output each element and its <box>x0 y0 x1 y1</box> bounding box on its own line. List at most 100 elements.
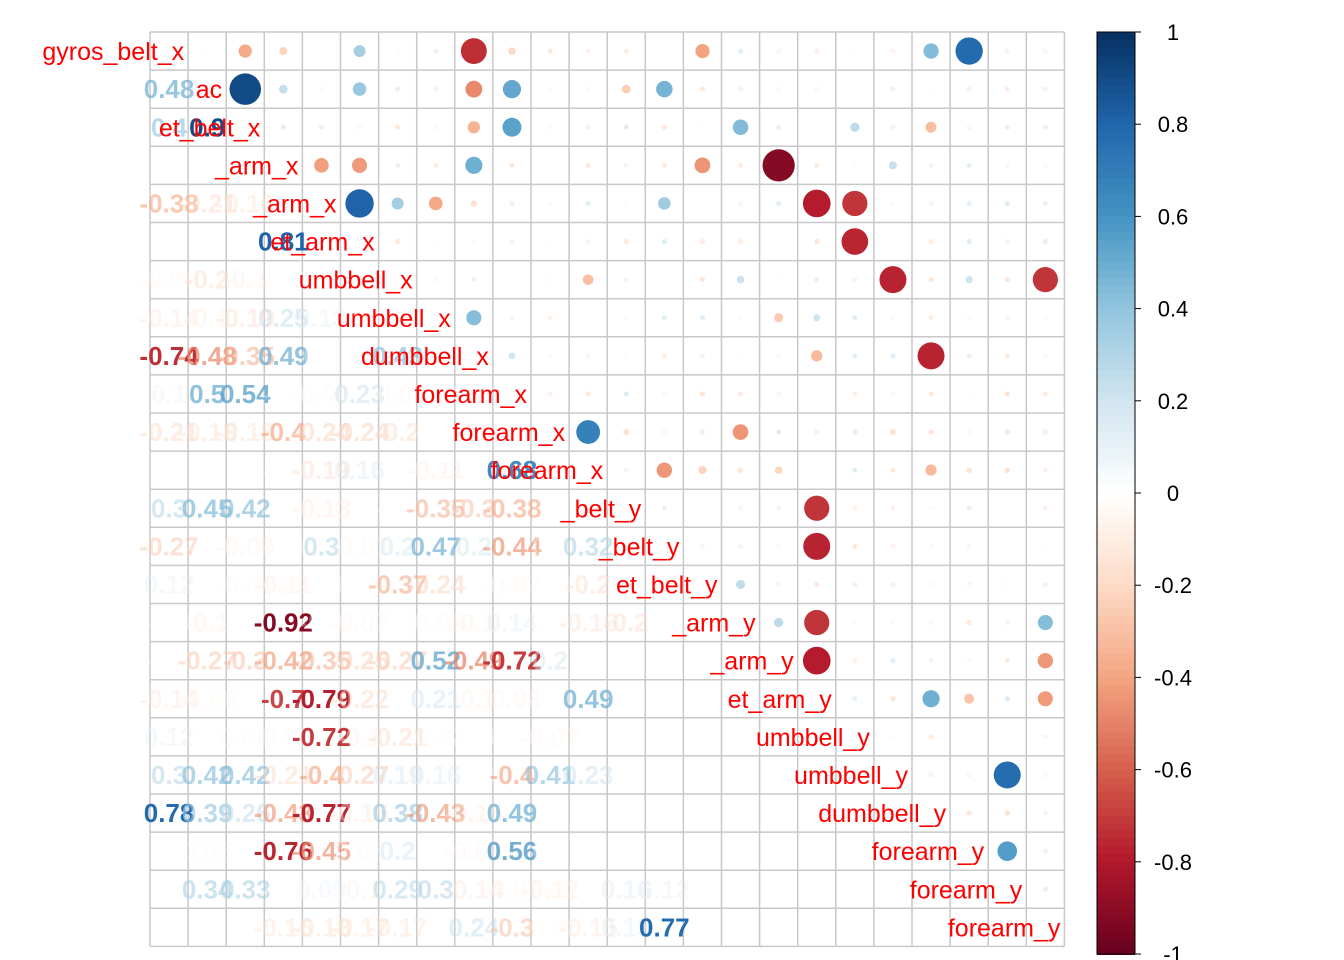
correlation-circle <box>966 86 972 92</box>
colorbar-segment <box>1097 393 1135 402</box>
correlation-circle <box>508 352 516 360</box>
row-label: forearm_x <box>491 457 604 485</box>
correlation-circle <box>1037 615 1053 631</box>
correlation-circle <box>814 239 820 245</box>
colorbar-segment <box>1097 516 1135 525</box>
colorbar-segment <box>1097 792 1135 802</box>
coefficient-label: -0.21 <box>178 188 237 218</box>
row-label: _arm_y <box>671 610 756 638</box>
coefficient-label: 0.26 <box>220 798 271 828</box>
correlation-circle <box>699 239 705 245</box>
colorbar-segment <box>1097 731 1135 740</box>
correlation-circle <box>661 353 667 359</box>
correlation-circle <box>1042 391 1048 397</box>
correlation-circle <box>1004 162 1010 168</box>
correlation-circle <box>814 391 820 397</box>
correlation-circle <box>428 196 443 211</box>
colorbar-segment <box>1097 439 1135 448</box>
colorbar-segment <box>1097 900 1135 909</box>
coefficient-label: 0.78 <box>144 798 195 828</box>
correlation-circle <box>890 48 896 54</box>
coefficient-label: -0.0 <box>261 493 306 523</box>
correlation-circle <box>1004 734 1010 740</box>
coefficient-label: 0.45 <box>182 493 233 523</box>
correlation-circle <box>623 315 629 321</box>
correlation-circle <box>582 274 594 285</box>
correlation-circle <box>966 734 972 740</box>
correlation-circle <box>732 424 749 440</box>
coefficient-label: -0.0 <box>261 265 306 295</box>
row-label: _arm_x <box>214 152 299 180</box>
correlation-circle <box>928 429 934 435</box>
colorbar-segment <box>1097 170 1135 179</box>
correlation-circle <box>1042 581 1048 587</box>
colorbar-tick-label: -0.4 <box>1154 665 1192 690</box>
coefficient-label: -0.0 <box>451 760 496 790</box>
colorbar-tick-label: 0.4 <box>1158 297 1189 322</box>
correlation-circle <box>852 543 858 549</box>
coefficient-label: -0.24 <box>406 569 466 599</box>
correlation-circle <box>699 391 705 397</box>
colorbar-segment <box>1097 385 1135 395</box>
correlation-circle <box>1004 658 1010 664</box>
coefficient-label: 0.3 <box>151 493 187 523</box>
correlation-circle <box>433 48 439 54</box>
coefficient-label: -0.22 <box>330 684 389 714</box>
colorbar-segment <box>1097 254 1135 264</box>
colorbar-tick-label: 0 <box>1167 481 1179 506</box>
coefficient-label: -0.17 <box>330 912 389 942</box>
correlation-circle <box>547 239 553 245</box>
coefficient-label: 0.48 <box>144 74 195 104</box>
colorbar-tick-label: 0.2 <box>1158 389 1189 414</box>
correlation-circle <box>395 86 401 92</box>
colorbar-segment <box>1097 723 1135 733</box>
colorbar-segment <box>1097 638 1135 648</box>
correlation-circle <box>928 658 934 664</box>
correlation-circle <box>804 609 830 636</box>
correlation-circle <box>814 162 820 168</box>
correlation-circle <box>928 620 934 626</box>
coefficient-label: 0.19 <box>372 760 423 790</box>
coefficient-label: 0.14 <box>487 608 538 638</box>
coefficient-label: -0.0 <box>299 569 344 599</box>
coefficient-labels: 0.480.4 0.90.0 0.0 0.0-0.38-0.21-0.160.0 0.0… <box>139 74 689 942</box>
correlation-circle <box>1004 543 1010 549</box>
colorbar-segment <box>1097 70 1135 80</box>
coefficient-label: 0.49 <box>487 798 538 828</box>
colorbar-segment <box>1097 408 1135 418</box>
coefficient-label: -0.1 <box>337 874 382 904</box>
colorbar-segment <box>1097 362 1135 372</box>
correlation-circle <box>776 353 782 359</box>
correlation-circle <box>1004 353 1010 359</box>
correlation-circle <box>623 277 629 283</box>
colorbar-segment <box>1097 446 1135 456</box>
row-label: forearm_y <box>872 838 985 866</box>
colorbar-segment <box>1097 316 1135 325</box>
correlation-circle <box>1004 810 1011 816</box>
correlation-circle <box>395 162 401 168</box>
coefficient-label: 0.49 <box>563 684 614 714</box>
correlation-circle <box>890 658 896 664</box>
colorbar-segment <box>1097 247 1135 256</box>
correlation-circle <box>802 646 831 675</box>
coefficient-label: -0.0 <box>147 646 192 676</box>
coefficient-label: -0.05 <box>406 608 465 638</box>
colorbar-segment <box>1097 631 1135 640</box>
coefficient-label: -0.0 <box>528 569 573 599</box>
coefficient-label: -0.1 <box>223 265 268 295</box>
correlation-circle <box>852 86 858 92</box>
colorbar-segment <box>1097 377 1135 387</box>
colorbar-tick-label: 0.6 <box>1158 204 1189 229</box>
row-label: _belt_y <box>560 495 642 523</box>
correlation-circle <box>623 428 630 436</box>
correlation-circle <box>890 505 896 511</box>
coefficient-label: -0.43 <box>406 798 465 828</box>
colorbar-segment <box>1097 562 1135 571</box>
coefficient-label: 0.42 <box>220 493 271 523</box>
coefficient-label: -0.16 <box>216 188 275 218</box>
correlation-circle <box>852 620 858 626</box>
coefficient-label: 0.0 <box>608 760 644 790</box>
colorbar-segment <box>1097 477 1135 487</box>
coefficient-label: -0.2 <box>604 608 649 638</box>
colorbar-segment <box>1097 469 1135 479</box>
